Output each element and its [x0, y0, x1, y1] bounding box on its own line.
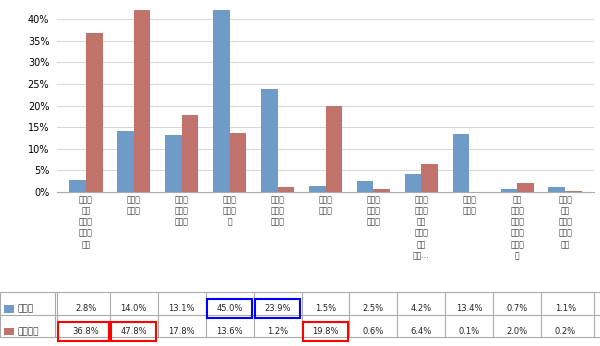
- Text: 19.8%: 19.8%: [312, 327, 339, 336]
- Text: 0.1%: 0.1%: [459, 327, 480, 336]
- Text: 奖学金
申請
時・枡
用時の
資料: 奖学金 申請 時・枡 用時の 資料: [79, 195, 93, 249]
- Bar: [548, 187, 565, 192]
- Bar: [452, 134, 469, 192]
- Text: 2.0%: 2.0%: [507, 327, 528, 336]
- Text: 45.0%: 45.0%: [217, 304, 243, 313]
- Text: 2.5%: 2.5%: [363, 304, 384, 313]
- Text: 6.4%: 6.4%: [411, 327, 432, 336]
- Text: 家族や
友人や
知人
（連帯
保証
人・…: 家族や 友人や 知人 （連帯 保証 人・…: [413, 195, 430, 260]
- Text: 延滞者: 延滞者: [17, 304, 34, 313]
- Text: 1.1%: 1.1%: [554, 304, 576, 313]
- Text: 17.8%: 17.8%: [169, 327, 195, 336]
- Bar: [230, 133, 247, 192]
- Bar: [278, 187, 295, 192]
- Text: 4.2%: 4.2%: [411, 304, 432, 313]
- Bar: [517, 183, 534, 192]
- Text: 13.1%: 13.1%: [169, 304, 195, 313]
- Bar: [182, 115, 199, 192]
- Text: 47.8%: 47.8%: [121, 327, 147, 336]
- Text: 2.8%: 2.8%: [75, 304, 97, 313]
- Bar: [134, 0, 151, 192]
- Bar: [165, 135, 182, 192]
- Bar: [261, 89, 278, 192]
- Text: スカラ
シッ
プ・ア
ドバイ
ザー: スカラ シッ プ・ア ドバイ ザー: [558, 195, 572, 249]
- Text: 0.7%: 0.7%: [506, 304, 528, 313]
- Text: 1.2%: 1.2%: [267, 327, 288, 336]
- Text: 23.9%: 23.9%: [265, 304, 291, 313]
- Text: 36.8%: 36.8%: [73, 327, 99, 336]
- Bar: [86, 33, 103, 192]
- Text: 無延滞者: 無延滞者: [17, 327, 39, 336]
- Text: 13.4%: 13.4%: [456, 304, 482, 313]
- Bar: [404, 174, 421, 192]
- Bar: [309, 185, 325, 192]
- Text: 1.5%: 1.5%: [315, 304, 336, 313]
- Text: 13.6%: 13.6%: [216, 327, 243, 336]
- Text: 機構か
らの通
知: 機構か らの通 知: [223, 195, 236, 227]
- Text: 機構の
ホーム
ページ: 機構の ホーム ページ: [175, 195, 188, 227]
- Text: 0.6%: 0.6%: [363, 327, 384, 336]
- Bar: [356, 181, 373, 192]
- Text: 14.0%: 14.0%: [121, 304, 147, 313]
- Bar: [213, 0, 230, 192]
- Bar: [325, 107, 342, 192]
- Text: 0.2%: 0.2%: [554, 327, 576, 336]
- Text: 奖学金
相談セ
ンター: 奖学金 相談セ ンター: [271, 195, 284, 227]
- Bar: [421, 164, 438, 192]
- Bar: [117, 131, 134, 192]
- Text: 債権回
収会社: 債権回 収会社: [463, 195, 476, 216]
- Bar: [500, 189, 517, 192]
- Bar: [69, 180, 86, 192]
- Text: テレ
ビ・新
聞など
のマス
メディ
ア: テレ ビ・新 聞など のマス メディ ア: [511, 195, 524, 260]
- Bar: [373, 190, 390, 192]
- Text: 連帯保
証人・
保証人: 連帯保 証人・ 保証人: [367, 195, 380, 227]
- Text: 返還の
てびき: 返還の てびき: [127, 195, 140, 216]
- Bar: [565, 191, 582, 192]
- Text: 学校の
説明会: 学校の 説明会: [319, 195, 332, 216]
